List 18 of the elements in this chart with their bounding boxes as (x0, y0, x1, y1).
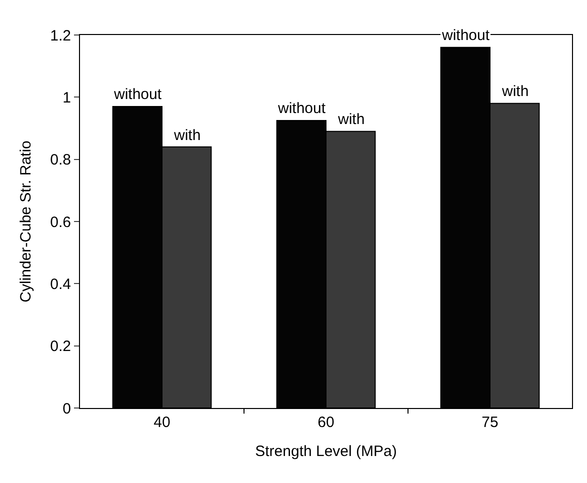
series-label: with (173, 127, 201, 144)
x-tick-label: 75 (482, 414, 498, 431)
x-tick-label: 40 (154, 414, 170, 431)
series-label: without (441, 27, 490, 44)
y-tick-label: 1.2 (50, 27, 71, 44)
y-axis-title: Cylinder-Cube Str. Ratio (17, 140, 34, 302)
y-tick-label: 0.4 (50, 276, 71, 293)
x-tick-label: 60 (318, 414, 334, 431)
x-axis-title: Strength Level (MPa) (255, 443, 397, 460)
y-tick-label: 0.8 (50, 152, 71, 169)
text: without (278, 100, 326, 117)
text: with (502, 83, 529, 100)
y-tick-label: 0.2 (50, 338, 71, 356)
text: without (114, 86, 162, 103)
y-tick-label: 0 (62, 400, 71, 418)
y-tick-label: 1 (62, 89, 71, 106)
text: with (338, 111, 365, 128)
y-tick-label: 0.6 (50, 214, 71, 231)
